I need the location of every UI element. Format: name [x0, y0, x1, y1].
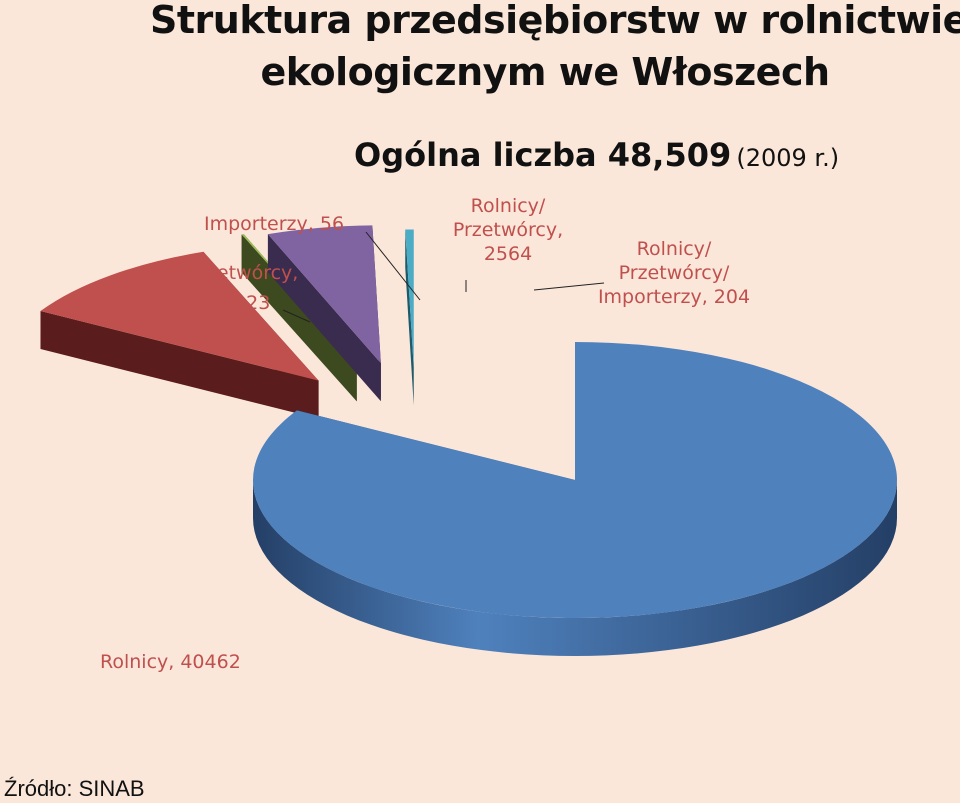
pie-slice-przetwórcy [40, 251, 319, 419]
subtitle-year: (2009 r.) [736, 144, 840, 172]
slice-top [405, 229, 414, 368]
label-przetworcy-text: Przetwórcy, 5223 [188, 258, 328, 318]
slice-top [267, 225, 381, 364]
leader-rolnicy-przetworcy-importerzy [533, 282, 605, 291]
pie-slice-rolnicy [252, 342, 897, 656]
title-line-1: Struktura przedsiębiorstw w rolnictwie [150, 0, 960, 42]
slice-wall-start [40, 311, 319, 419]
slice-wall-start [267, 234, 381, 402]
leader-importerzy [365, 231, 421, 301]
chart-title: Struktura przedsiębiorstw w rolnictwie e… [0, 0, 960, 98]
label-przetworcy-line1: Przetwórcy, [188, 262, 299, 284]
pie-slice-rolnicy-przetwórcy-importerzy [405, 229, 414, 406]
label-rolnicy: Rolnicy, 40462 [100, 651, 241, 673]
pie-slice-rolnicy-przetwórcy [267, 225, 381, 402]
label-rolnicy-przetworcy-importerzy: Rolnicy/ Przetwórcy/ Importerzy, 204 [597, 238, 751, 308]
slice-rim [253, 480, 897, 656]
slice-top [252, 342, 897, 618]
label-przetworcy: Przetwórcy, 5223 [188, 258, 328, 318]
leader-przetworcy [282, 309, 311, 323]
slice-top [40, 251, 319, 381]
label-przetworcy-line2: 5223 [222, 292, 271, 314]
chart-subtitle: Ogólna liczba 48,509 (2009 r.) [354, 136, 839, 174]
slice-wall-start [405, 229, 414, 406]
label-rolnicy-przetworcy: Rolnicy/ Przetwórcy, 2564 [452, 195, 564, 265]
subtitle-total: Ogólna liczba 48,509 [354, 136, 732, 174]
title-line-2: ekologicznym we Włoszech [260, 50, 830, 94]
source-note: Źródło: SINAB [4, 776, 145, 801]
label-importerzy: Importerzy, 56 [204, 213, 345, 235]
